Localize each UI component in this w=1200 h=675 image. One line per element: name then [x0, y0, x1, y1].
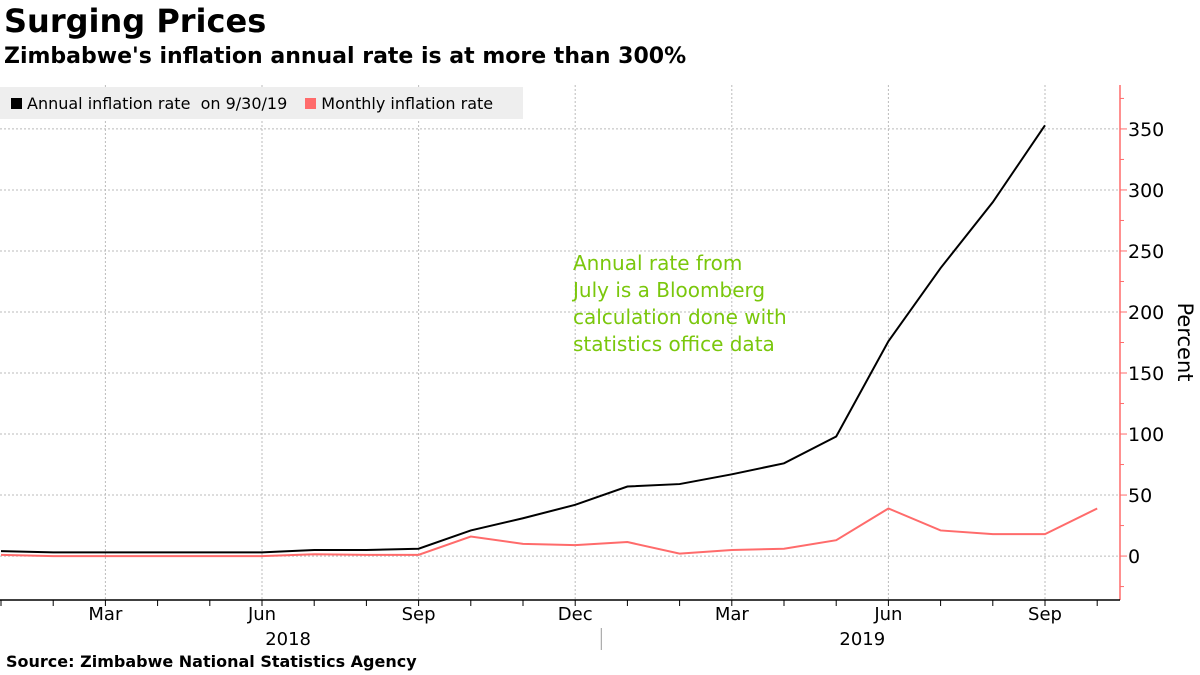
- source-note: Source: Zimbabwe National Statistics Age…: [6, 652, 417, 671]
- chart-annotation: Annual rate from July is a Bloomberg cal…: [573, 251, 787, 356]
- y-tick-label: 300: [1128, 180, 1164, 202]
- year-label: 2019: [839, 629, 885, 650]
- legend-swatch-annual: [11, 97, 22, 109]
- chart-title: Surging Prices: [4, 2, 267, 40]
- x-tick-label: Sep: [402, 604, 436, 625]
- legend-label-annual: Annual inflation rate on 9/30/19: [27, 93, 288, 113]
- year-label: 2018: [265, 629, 311, 650]
- x-tick-label: Mar: [715, 604, 750, 625]
- chart-subtitle: Zimbabwe's inflation annual rate is at m…: [4, 44, 687, 69]
- y-tick-label: 200: [1128, 302, 1164, 324]
- y-tick-label: 50: [1128, 485, 1152, 507]
- x-tick-label: Jun: [873, 604, 902, 625]
- legend-label-monthly: Monthly inflation rate: [321, 93, 494, 113]
- y-tick-label: 350: [1128, 119, 1164, 141]
- y-tick-label: 250: [1128, 241, 1164, 263]
- legend: Annual inflation rate on 9/30/19 Monthly…: [0, 87, 523, 119]
- y-tick-label: 0: [1128, 546, 1140, 568]
- legend-swatch-monthly: [305, 97, 317, 109]
- x-tick-label: Mar: [88, 604, 123, 625]
- x-tick-label: Jun: [247, 604, 276, 625]
- x-tick-label: Sep: [1028, 604, 1062, 625]
- y-tick-label: 100: [1128, 424, 1164, 446]
- annual-rate-line: [0, 124, 1046, 554]
- y-tick-label: 150: [1128, 363, 1164, 385]
- y-axis-label: Percent: [1173, 302, 1197, 381]
- monthly-rate-line: [0, 507, 1098, 558]
- x-tick-label: Dec: [558, 604, 593, 625]
